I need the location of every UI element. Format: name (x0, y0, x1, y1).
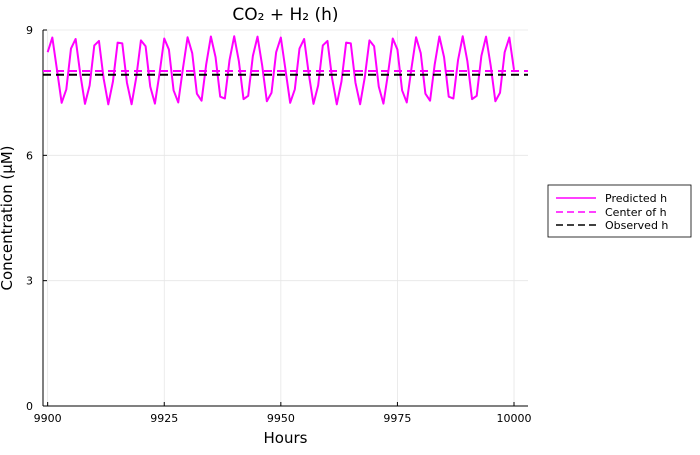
x-tick-label: 10000 (497, 412, 532, 425)
y-tick-label: 3 (26, 275, 33, 288)
x-tick-label: 9975 (383, 412, 411, 425)
series-predicted-line (46, 35, 515, 106)
y-tick-label: 6 (26, 149, 33, 162)
legend-label: Center of h (605, 206, 667, 219)
x-tick-label: 9925 (150, 412, 178, 425)
x-tick-label: 9950 (267, 412, 295, 425)
legend-label: Observed h (605, 219, 668, 232)
chart-title: CO₂ + H₂ (h) (232, 5, 338, 25)
x-axis-label: Hours (264, 429, 308, 447)
y-tick-label: 0 (26, 400, 33, 413)
x-tick-label: 9900 (34, 412, 62, 425)
legend-label: Predicted h (605, 192, 667, 205)
y-axis-label: Concentration (μM) (0, 145, 16, 290)
legend-box (547, 184, 692, 238)
y-tick-label: 9 (26, 24, 33, 37)
